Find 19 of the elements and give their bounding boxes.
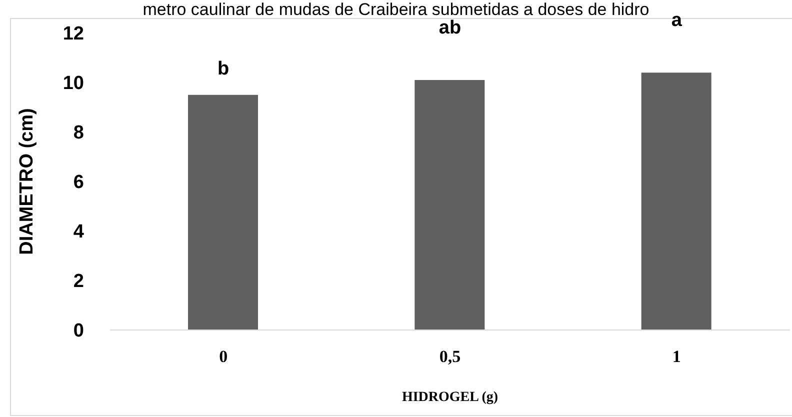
- y-tick-label: 6: [73, 172, 84, 194]
- y-tick-label: 12: [62, 24, 84, 45]
- y-axis-title: DIAMETRO (cm): [16, 108, 38, 255]
- y-tick-label: 2: [73, 271, 84, 292]
- annotation: ab: [438, 18, 462, 39]
- bar: [414, 80, 485, 330]
- bar: [188, 94, 258, 330]
- x-tick-label: 1: [672, 347, 681, 366]
- y-tick-label: 0: [73, 320, 84, 342]
- annotation: b: [218, 58, 230, 80]
- bar: [641, 72, 712, 330]
- y-tick-label: 4: [73, 222, 84, 243]
- x-axis-title: HIDROGEL (g): [402, 390, 498, 405]
- x-tick-label: 0: [219, 347, 228, 366]
- y-tick-label: 8: [73, 122, 84, 144]
- y-tick-label: 10: [62, 73, 84, 94]
- x-tick-label: 0,5: [439, 347, 461, 366]
- chart-title: metro caulinar de mudas de Craibeira submetidas a doses de hidro: [142, 0, 650, 19]
- text: a: [671, 10, 682, 32]
